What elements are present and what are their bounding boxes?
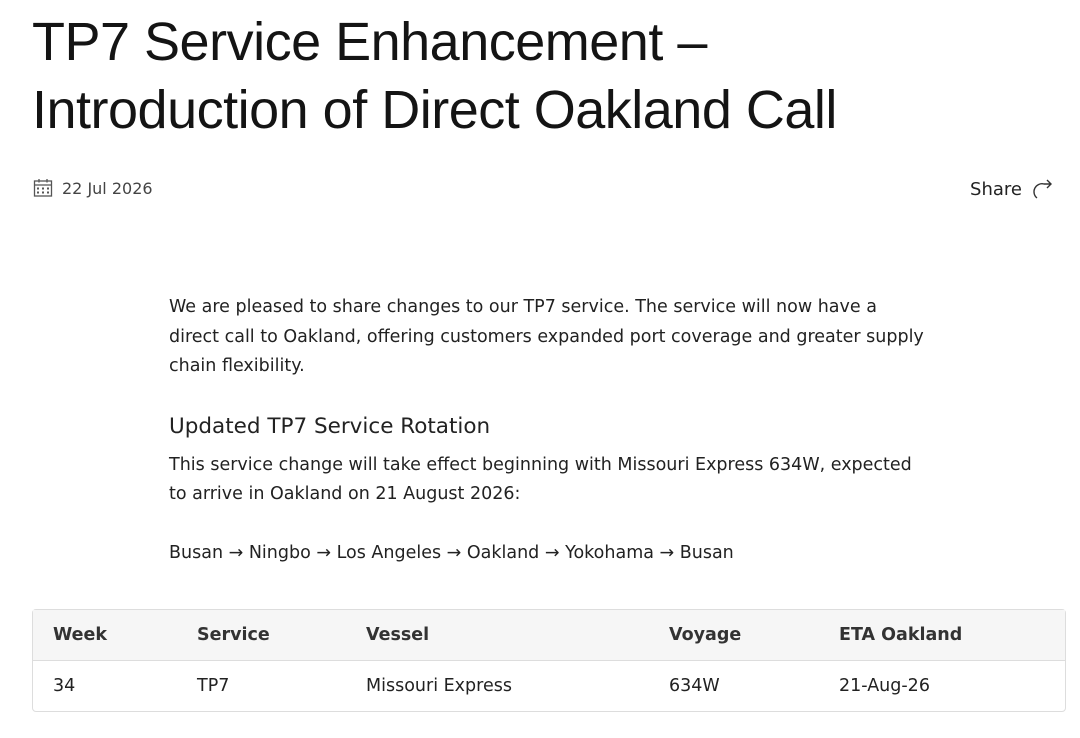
header-row: Week Service Vessel Voyage ETA Oakland: [33, 610, 1065, 661]
column-header: Service: [177, 610, 346, 661]
section-heading: Updated TP7 Service Rotation: [169, 413, 491, 439]
column-header: Week: [33, 610, 177, 661]
share-icon: [1033, 179, 1052, 199]
column-header: Voyage: [649, 610, 819, 661]
table-row: 34 TP7 Missouri Express 634W 21-Aug-26: [33, 661, 1065, 711]
table-cell: Missouri Express: [366, 676, 512, 696]
column-header: ETA Oakland: [819, 610, 1065, 661]
paragraph: This service change will take effect beg…: [169, 454, 912, 505]
title: TP7 Service Enhancement – Introduction o…: [32, 8, 837, 144]
calendar-icon: [33, 179, 53, 197]
title-line: Introduction of Direct Oakland Call: [32, 80, 837, 140]
date: 22 Jul 2026: [33, 178, 153, 198]
share-button[interactable]: Share: [970, 178, 1054, 200]
date-text: 22 Jul 2026: [62, 178, 153, 198]
table-cell: 634W: [669, 676, 720, 696]
table-cell: TP7: [197, 676, 230, 696]
article: We are pleased to share changes to our T…: [169, 293, 929, 568]
table-cell: 34: [53, 676, 76, 696]
intro: We are pleased to share changes to our T…: [169, 297, 924, 376]
column-header: Vessel: [346, 610, 649, 661]
table-body: 34 TP7 Missouri Express 634W 21-Aug-26: [33, 661, 1065, 711]
schedule-table: Week Service Vessel Voyage ETA Oakland 34 TP7…: [32, 609, 1066, 712]
table-cell: 21-Aug-26: [839, 676, 930, 696]
rotation: Busan → Ningbo → Los Angeles → Oakland →…: [169, 542, 734, 563]
share-label: Share: [970, 178, 1022, 200]
title-line: TP7 Service Enhancement –: [32, 12, 707, 72]
